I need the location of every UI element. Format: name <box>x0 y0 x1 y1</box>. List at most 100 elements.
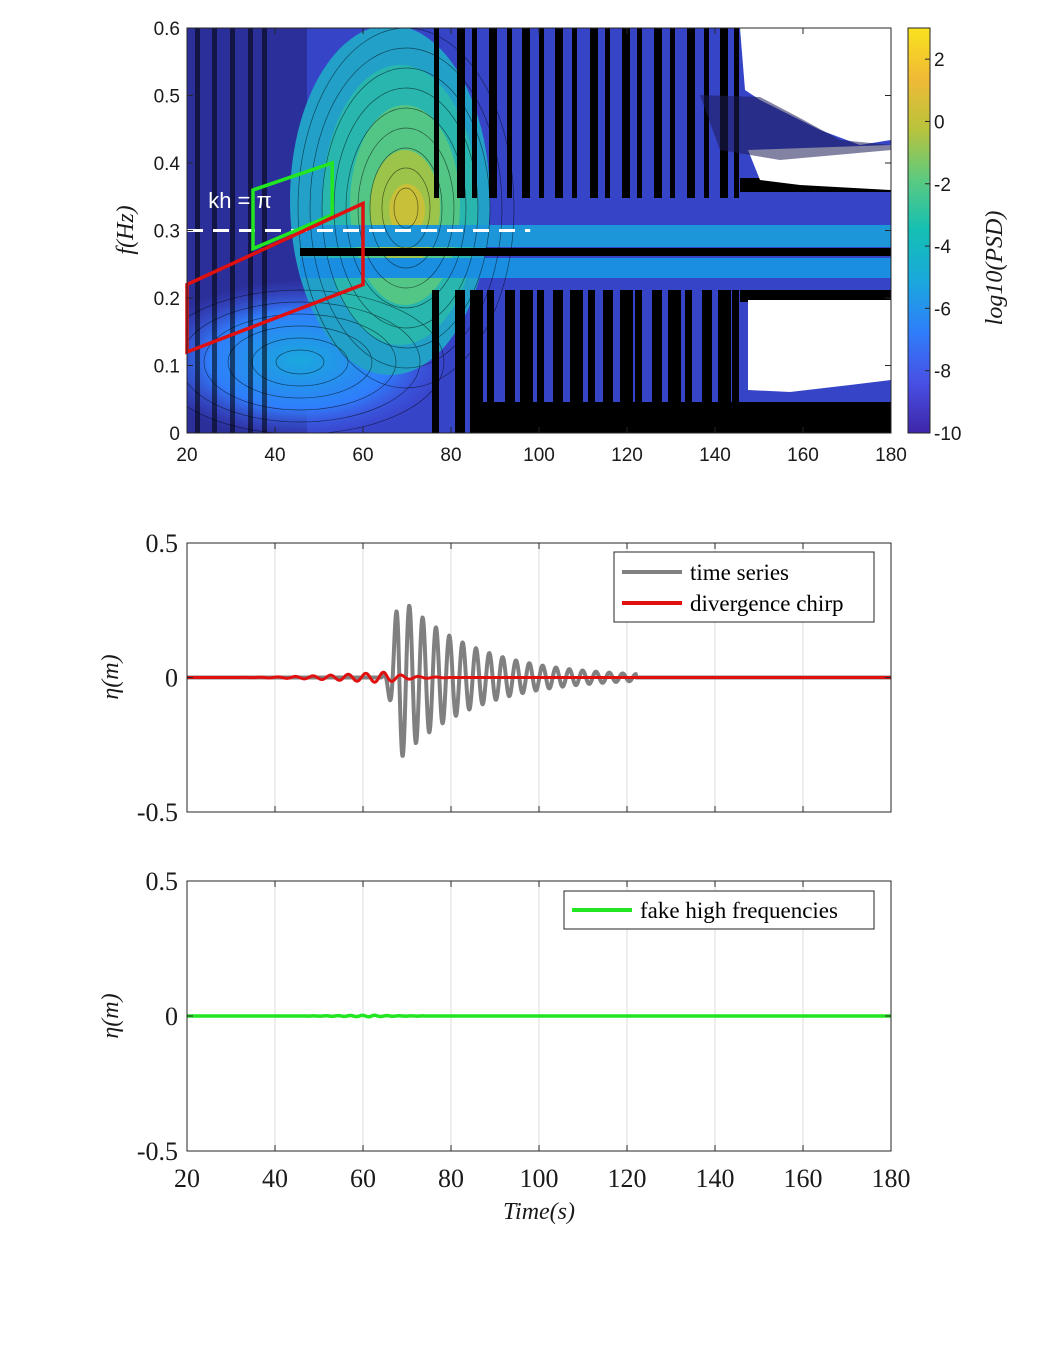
spectrogram-stripe <box>505 290 515 433</box>
x-tick-label: 120 <box>608 1164 647 1193</box>
colorbar-label: log10(PSD) <box>982 211 1008 326</box>
spectrogram-stripe <box>487 290 494 433</box>
contour-ring <box>381 167 431 249</box>
legend-label-time-series: time series <box>690 560 789 585</box>
y-tick-label: 0.1 <box>154 357 180 378</box>
spectrogram-stripe <box>603 290 613 433</box>
colorbar-tick-label: -8 <box>934 362 951 383</box>
x-tick-label: 20 <box>176 445 197 466</box>
panel2-x-ticks <box>186 543 892 812</box>
spectrogram-stripe <box>262 28 267 433</box>
contour-ring <box>187 289 445 433</box>
spectrogram-stripe <box>572 28 577 198</box>
x-tick-label: 100 <box>523 445 555 466</box>
x-tick-label: 180 <box>875 445 907 466</box>
x-tick-label: 60 <box>350 1164 376 1193</box>
colorbar-ticks: 2 0 -2 -4 -6 -8 -10 <box>925 50 961 445</box>
panel3-legend: fake high frequencies <box>563 890 875 930</box>
x-tick-label: 180 <box>872 1164 911 1193</box>
spectrogram-stripe <box>635 290 642 433</box>
legend-label-fake-high-frequencies: fake high frequencies <box>640 898 838 923</box>
divergence-chirp-line <box>187 670 891 684</box>
green-region-box <box>251 160 334 252</box>
x-tick-label: 160 <box>787 445 819 466</box>
spectrogram-stripe <box>455 290 465 433</box>
spectrogram-stripe <box>590 28 598 198</box>
contour-ring <box>357 127 455 289</box>
spectrogram-stripe <box>470 402 891 433</box>
spectrogram-stripe <box>432 290 439 433</box>
spectrogram-stripe <box>668 290 681 433</box>
spectrogram-stripe <box>620 290 633 433</box>
contour-lines <box>187 28 515 433</box>
y-tick-label: 0.6 <box>154 19 180 40</box>
spectrogram-stripe <box>470 290 483 433</box>
time-series-panel: 0.5 0 -0.5 η(m) time series divergence chi… <box>98 529 892 827</box>
contour-ring <box>345 107 467 309</box>
spectrogram-stripe <box>539 28 544 198</box>
y-tick-label: 0.2 <box>154 289 180 310</box>
spectrogram-stripe <box>434 28 439 198</box>
spectrogram-stripe <box>652 290 662 433</box>
kh-pi-annotation: kh = π <box>208 188 272 213</box>
y-tick-label: 0.5 <box>146 529 179 558</box>
spectrogram-stripe <box>732 290 739 433</box>
spectrogram-stripe <box>740 290 891 302</box>
colorbar-tick-label: 2 <box>934 50 945 71</box>
colorbar-tick-label: -4 <box>934 237 951 258</box>
x-tick-label: 120 <box>611 445 643 466</box>
spectrogram-stripe <box>457 28 465 198</box>
spectrogram-stripe <box>522 28 530 198</box>
x-tick-label: 60 <box>352 445 373 466</box>
colorbar-tick-label: -6 <box>934 299 951 320</box>
spectrogram-stripe <box>704 28 709 198</box>
panel2-y-label: η(m) <box>98 654 124 699</box>
contour-ring <box>309 47 503 369</box>
y-tick-label: 0.3 <box>154 222 180 243</box>
panel2-y-ticks: 0.5 0 -0.5 <box>137 529 891 827</box>
legend-label-divergence-chirp: divergence chirp <box>690 591 843 616</box>
contour-ring <box>369 147 443 269</box>
spectrogram-stripe <box>685 290 692 433</box>
spectrogram-stripe <box>622 28 630 198</box>
spectrogram-x-ticks: 20 40 60 80 100 120 140 160 180 <box>176 28 907 466</box>
panel3-y-ticks: 0.5 0 -0.5 <box>137 867 891 1166</box>
spectrogram-stripe <box>605 28 610 198</box>
contour-ring <box>227 325 373 399</box>
spectrogram-stripe <box>654 28 662 198</box>
x-tick-label: 140 <box>696 1164 735 1193</box>
y-tick-label: 0 <box>165 1002 178 1031</box>
spectrogram-stripe <box>718 290 731 433</box>
spectrogram-stripe <box>300 248 891 256</box>
fake-high-frequencies-line <box>187 1013 891 1019</box>
contour-ring <box>187 301 421 423</box>
colorbar-tick-label: -10 <box>934 424 961 445</box>
x-tick-label: 40 <box>264 445 285 466</box>
panel3-x-ticks: 20 40 60 80 100 120 140 160 180 <box>174 881 911 1193</box>
colorbar-tick-label: -2 <box>934 175 951 196</box>
spectrogram-stripe <box>702 290 712 433</box>
contour-ring <box>393 187 419 229</box>
spectrogram-stripe <box>537 290 544 433</box>
panel2-legend: time series divergence chirp <box>613 551 875 623</box>
x-tick-label: 80 <box>438 1164 464 1193</box>
contour-ring <box>321 67 491 349</box>
x-tick-label: 160 <box>784 1164 823 1193</box>
spectrogram-stripe <box>588 290 595 433</box>
y-tick-label: 0.5 <box>146 867 179 896</box>
y-tick-label: -0.5 <box>137 798 178 827</box>
spectrogram-stripe <box>687 28 695 198</box>
colorbar <box>907 27 931 434</box>
y-tick-label: 0.5 <box>154 87 180 108</box>
fake-high-frequency-panel: 20 40 60 80 100 120 140 160 180 0.5 0 -0.5 η(m) Ti… <box>98 867 911 1225</box>
spectrogram-stripe <box>230 28 235 433</box>
contour-ring <box>275 349 325 375</box>
x-tick-label: 80 <box>440 445 461 466</box>
y-tick-label: 0.4 <box>154 154 181 175</box>
x-tick-label: 100 <box>520 1164 559 1193</box>
spectrogram-image <box>187 28 891 433</box>
spectrogram-panel: kh = π 20 40 60 80 100 120 140 160 180 00.10.20.… <box>113 19 1008 466</box>
contour-ring <box>297 28 515 389</box>
contour-ring <box>203 313 397 411</box>
